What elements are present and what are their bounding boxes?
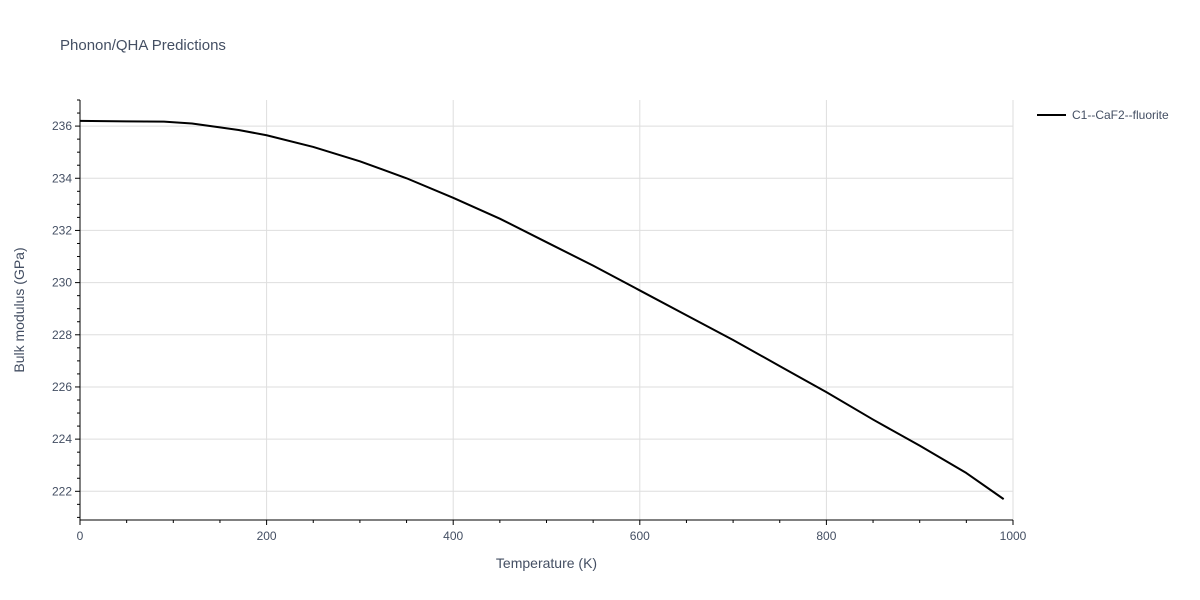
series-line xyxy=(79,119,1005,500)
y-tick-label: 230 xyxy=(52,276,72,290)
y-tick-label: 224 xyxy=(52,432,72,446)
x-tick-label: 0 xyxy=(77,529,84,543)
legend-label[interactable]: C1--CaF2--fluorite xyxy=(1072,108,1169,122)
y-tick-label: 232 xyxy=(52,223,72,237)
x-tick-label: 1000 xyxy=(1000,529,1027,543)
y-tick-label: 234 xyxy=(52,171,72,185)
y-tick-label: 226 xyxy=(52,380,72,394)
x-gridlines xyxy=(266,100,1014,520)
x-axis-title: Temperature (K) xyxy=(496,555,597,571)
y-tick-label: 228 xyxy=(52,328,72,342)
y-axis-ticks: 222 224 226 228 230 232 234 236 xyxy=(52,99,80,518)
x-tick-label: 800 xyxy=(816,529,836,543)
x-tick-label: 600 xyxy=(630,529,650,543)
chart-title: Phonon/QHA Predictions xyxy=(60,37,226,54)
y-tick-label: 236 xyxy=(52,119,72,133)
x-axis-ticks: 0 200 400 600 800 1000 xyxy=(77,520,1027,543)
legend[interactable]: C1--CaF2--fluorite xyxy=(1037,108,1169,122)
y-axis-title: Bulk modulus (GPa) xyxy=(11,247,27,372)
plot-lines xyxy=(79,119,1005,500)
x-tick-label: 400 xyxy=(443,529,463,543)
y-tick-label: 222 xyxy=(52,484,72,498)
y-gridlines xyxy=(80,125,1013,492)
x-tick-label: 200 xyxy=(257,529,277,543)
